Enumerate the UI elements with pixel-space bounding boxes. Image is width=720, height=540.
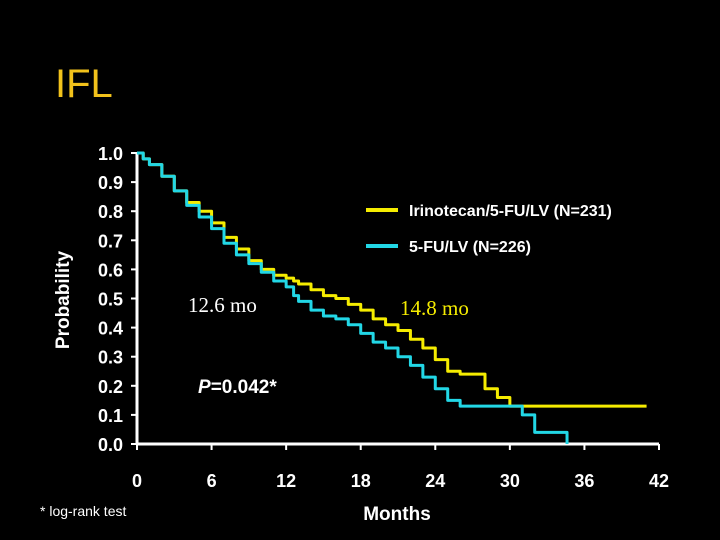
chart-axes <box>131 152 660 450</box>
x-tick-label: 12 <box>276 471 296 491</box>
y-tick-label: 0.1 <box>98 406 123 426</box>
y-tick-label: 1.0 <box>98 144 123 164</box>
series-lines <box>137 151 647 444</box>
footnote: * log-rank test <box>40 503 127 519</box>
y-tick-label: 0.6 <box>98 260 123 280</box>
x-tick-label: 24 <box>425 471 445 491</box>
y-tick-label: 0.8 <box>98 202 123 222</box>
legend-label: 5-FU/LV (N=226) <box>409 239 531 256</box>
y-tick-label: 0.9 <box>98 173 123 193</box>
series-line-irinotecan <box>137 151 647 408</box>
slide-title: IFL <box>55 62 113 106</box>
x-tick-label: 36 <box>574 471 594 491</box>
y-tick-label: 0.3 <box>98 348 123 368</box>
chart-legend: Irinotecan/5-FU/LV (N=231) 5-FU/LV (N=226… <box>366 203 612 256</box>
y-tick-label: 0.2 <box>98 377 123 397</box>
x-axis-label: Months <box>363 504 431 525</box>
y-tick-label: 0.0 <box>98 435 123 455</box>
x-tick-label: 0 <box>132 471 142 491</box>
x-tick-label: 18 <box>351 471 371 491</box>
x-tick-label: 30 <box>500 471 520 491</box>
y-tick-label: 0.7 <box>98 231 123 251</box>
y-axis-label: Probability <box>53 250 74 349</box>
legend-label: Irinotecan/5-FU/LV (N=231) <box>409 203 612 220</box>
x-tick-label: 6 <box>207 471 217 491</box>
p-value-letter: P <box>198 377 211 398</box>
p-value-annotation: P=0.042* <box>198 377 277 398</box>
x-tick-label: 42 <box>649 471 669 491</box>
y-tick-label: 0.4 <box>98 319 123 339</box>
p-value-number: =0.042* <box>211 377 278 398</box>
series-line-5fu-lv <box>137 151 569 444</box>
y-tick-labels: 1.0 0.9 0.8 0.7 0.6 0.5 0.4 0.3 0.2 0.1 0.0 <box>98 144 123 455</box>
x-tick-labels: 0 6 12 18 24 30 36 42 <box>132 471 669 491</box>
y-tick-label: 0.5 <box>98 290 123 310</box>
median-label-irinotecan: 14.8 mo <box>400 296 469 320</box>
median-label-5fu: 12.6 mo <box>188 293 257 317</box>
